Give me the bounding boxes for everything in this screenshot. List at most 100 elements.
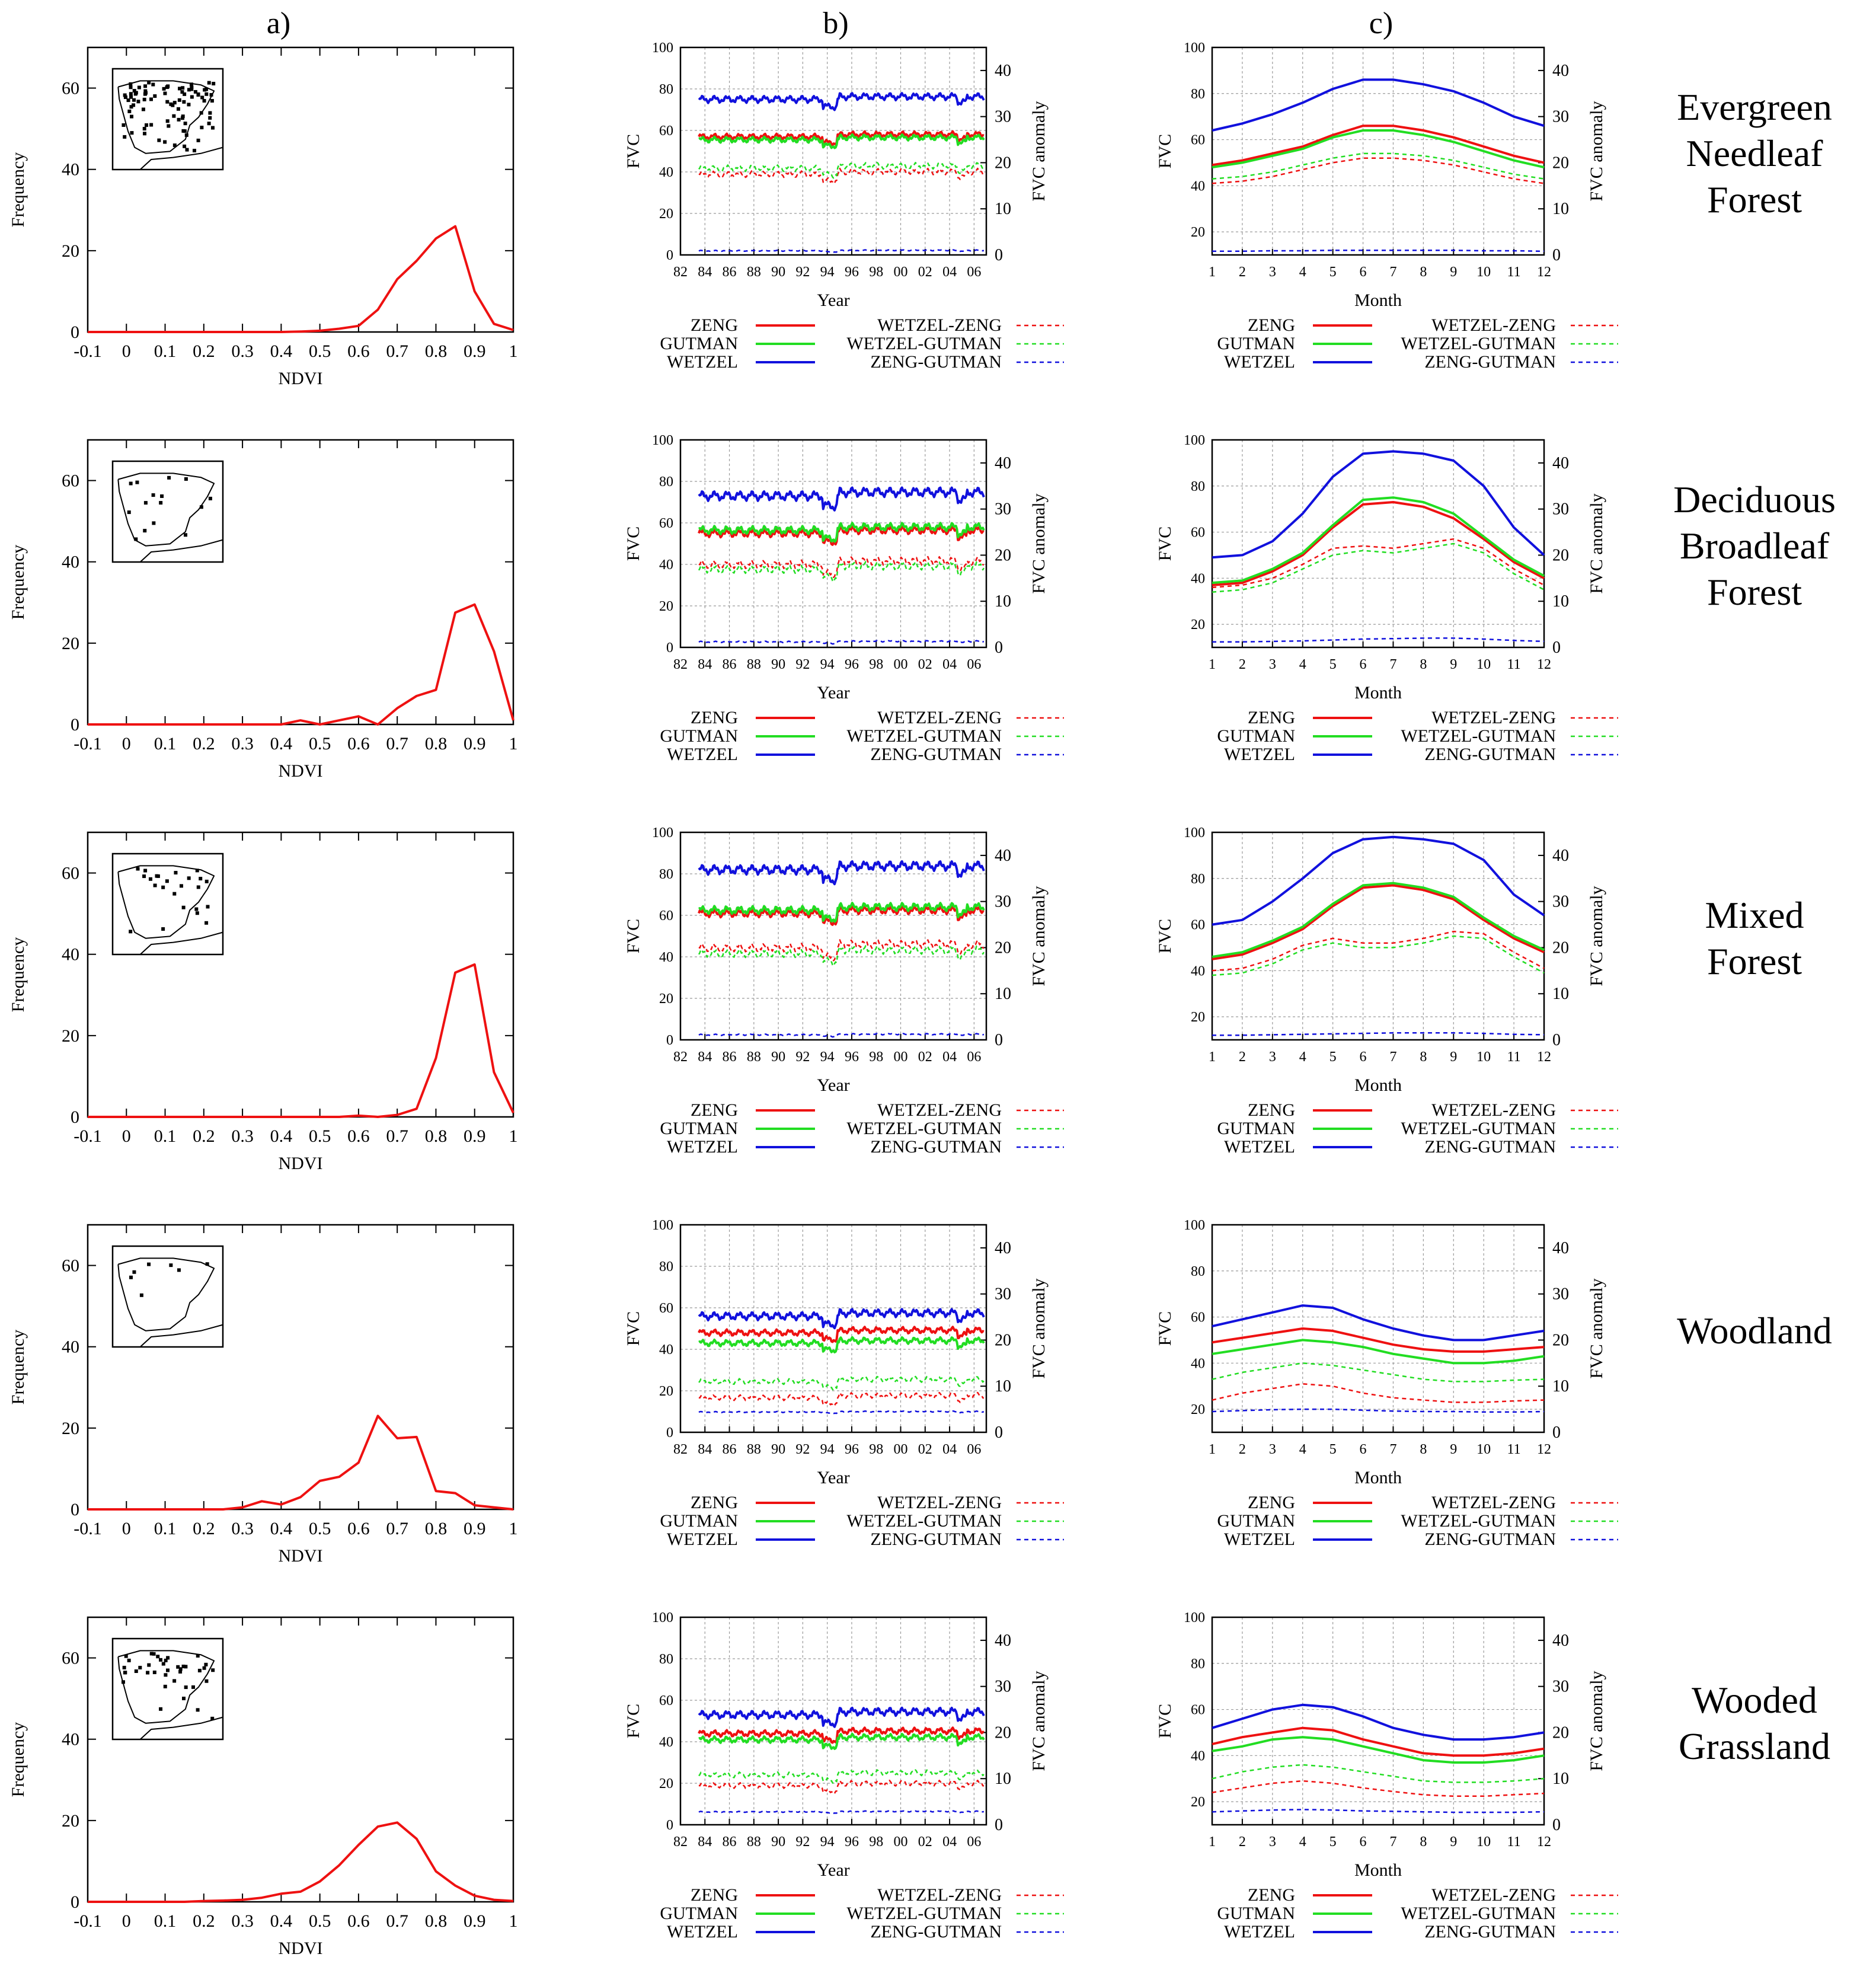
column-header: c) — [1369, 7, 1393, 40]
y2-tick-label: 30 — [995, 500, 1011, 519]
landcover-pixel — [152, 1670, 156, 1674]
plot-frame — [1211, 831, 1545, 1041]
y2-tick-label: 20 — [1552, 1723, 1569, 1742]
legend-label: WETZEL — [1224, 1530, 1295, 1549]
y2-tick-label: 40 — [1552, 454, 1569, 472]
legend-label: WETZEL-ZENG — [1431, 1100, 1556, 1120]
series-line-wetzel-zeng — [698, 555, 985, 579]
landcover-pixel — [204, 1662, 208, 1666]
x-tick-label: 06 — [967, 1049, 981, 1065]
x-tick-label: 92 — [795, 1834, 810, 1850]
x-tick-label: 90 — [771, 657, 785, 672]
x-tick-label: 7 — [1389, 1442, 1396, 1457]
y-tick-label: 80 — [659, 82, 673, 97]
y2-tick-label: 20 — [995, 546, 1011, 564]
legend-label: WETZEL-GUTMAN — [1401, 1904, 1556, 1923]
y-axis-label: Frequency — [8, 1722, 28, 1797]
yearly-panel: 82 84 86 88 90 92 94 96 98 00 02 04 06 0 20 40 60 80 100 0 1… — [624, 1610, 1064, 1942]
landcover-pixel — [153, 94, 157, 98]
x-tick-label: 92 — [795, 1442, 810, 1457]
landcover-pixel — [127, 1658, 131, 1662]
y2-tick-label: 30 — [1552, 500, 1569, 519]
x-axis-label: Month — [1354, 1860, 1402, 1880]
y-tick-label: 80 — [1191, 871, 1205, 887]
y2-tick-label: 40 — [1552, 1239, 1569, 1257]
landcover-pixel — [190, 85, 194, 90]
y-tick-label: 40 — [659, 165, 673, 180]
x-tick-label: 98 — [869, 1049, 883, 1065]
row-label-line: Broadleaf — [1680, 525, 1830, 567]
y2-tick-label: 10 — [995, 1770, 1011, 1788]
x-axis-label: Year — [817, 1468, 849, 1487]
series-line-zeng — [1212, 1726, 1545, 1757]
landcover-pixel — [199, 111, 203, 115]
yearly-panel: 82 84 86 88 90 92 94 96 98 00 02 04 06 0 20 40 60 80 100 0 1… — [624, 825, 1064, 1157]
x-tick-label: 8 — [1420, 1049, 1427, 1065]
x-tick-label: 92 — [795, 1049, 810, 1065]
landcover-pixel — [153, 883, 157, 887]
legend-label: WETZEL-ZENG — [877, 315, 1002, 335]
legend-label: WETZEL — [1224, 745, 1295, 764]
landcover-pixel — [132, 98, 136, 102]
landcover-pixel — [164, 1673, 168, 1677]
x-axis-label: NDVI — [279, 761, 323, 781]
landcover-pixel — [204, 1679, 209, 1683]
x-tick-label: 4 — [1299, 1049, 1306, 1065]
landcover-pixel — [184, 133, 188, 137]
x-tick-label: 94 — [820, 1442, 835, 1457]
landcover-pixel — [177, 117, 181, 122]
y2-tick-label: 40 — [995, 847, 1011, 865]
africa-coast — [139, 539, 223, 563]
x-tick-label: 84 — [698, 657, 712, 672]
landcover-pixel — [122, 123, 126, 127]
y2-tick-label: 20 — [995, 154, 1011, 172]
map-inset — [111, 460, 224, 563]
x-tick-label: 0.1 — [154, 1126, 177, 1146]
series-line-gutman — [1212, 496, 1545, 585]
series-line-wetzel-gutman — [698, 944, 985, 968]
landcover-pixel — [200, 95, 204, 100]
landcover-pixel — [161, 885, 165, 889]
x-tick-label: 11 — [1507, 264, 1521, 280]
monthly-panel: 1 2 3 4 5 6 7 8 9 10 11 1220406080100010203040Month… — [1155, 1218, 1618, 1549]
landcover-pixel — [210, 126, 215, 130]
x-tick-label: 00 — [894, 264, 908, 280]
x-tick-label: 5 — [1330, 1049, 1337, 1065]
coastline — [117, 1650, 215, 1724]
landcover-pixel — [143, 89, 148, 93]
y2-tick-label: 40 — [1552, 62, 1569, 80]
landcover-pixel — [181, 129, 186, 133]
x-tick-label: 96 — [845, 264, 859, 280]
x-tick-label: 0.3 — [231, 734, 254, 753]
landcover-pixel — [145, 123, 149, 127]
x-tick-label: 0.9 — [464, 734, 486, 753]
x-tick-label: 88 — [747, 1049, 761, 1065]
y-axis-label: Frequency — [8, 937, 28, 1013]
y-tick-label: 60 — [659, 908, 673, 924]
landcover-pixel — [179, 884, 183, 888]
legend-label: GUTMAN — [660, 1119, 738, 1138]
legend-label: ZENG — [691, 1100, 738, 1120]
x-tick-label: 0.8 — [425, 1911, 448, 1931]
series-line-wetzel-zeng — [698, 1779, 985, 1795]
x-axis-label: Month — [1354, 1075, 1402, 1095]
landcover-pixel — [181, 1664, 186, 1668]
x-tick-label: 9 — [1450, 1442, 1457, 1457]
y-tick-label: 60 — [1191, 918, 1205, 933]
series-line-wetzel — [1212, 78, 1545, 132]
y-tick-label: 40 — [659, 1342, 673, 1358]
y2-tick-label: 30 — [1552, 893, 1569, 911]
y-tick-label: 20 — [659, 206, 673, 222]
y-tick-label: 0 — [666, 1818, 673, 1833]
landcover-pixel — [211, 1668, 215, 1672]
x-tick-label: 11 — [1507, 1049, 1521, 1065]
x-tick-label: 12 — [1537, 1834, 1551, 1850]
x-tick-label: 4 — [1299, 1442, 1306, 1457]
y2-tick-label: 10 — [995, 985, 1011, 1003]
legend-label: ZENG-GUTMAN — [870, 352, 1002, 372]
y-tick-label: 100 — [1184, 1218, 1205, 1233]
x-tick-label: 0.2 — [193, 734, 215, 753]
